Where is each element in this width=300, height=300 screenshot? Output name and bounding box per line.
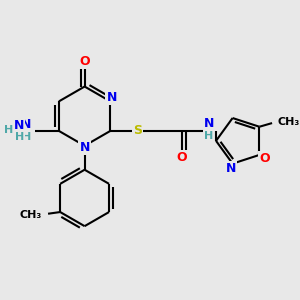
Text: N: N — [204, 117, 214, 130]
Text: N: N — [106, 92, 117, 104]
Text: N: N — [226, 162, 236, 175]
Text: H: H — [4, 124, 13, 135]
Text: S: S — [134, 124, 142, 137]
Text: N: N — [80, 141, 90, 154]
Text: O: O — [79, 55, 90, 68]
Text: O: O — [177, 151, 188, 164]
Text: O: O — [259, 152, 270, 165]
Text: H: H — [204, 131, 214, 141]
Text: N: N — [21, 118, 32, 131]
Text: H: H — [22, 132, 31, 142]
Text: N: N — [14, 119, 25, 132]
Text: H: H — [15, 132, 24, 142]
Text: CH₃: CH₃ — [19, 210, 41, 220]
Text: CH₃: CH₃ — [278, 117, 300, 127]
